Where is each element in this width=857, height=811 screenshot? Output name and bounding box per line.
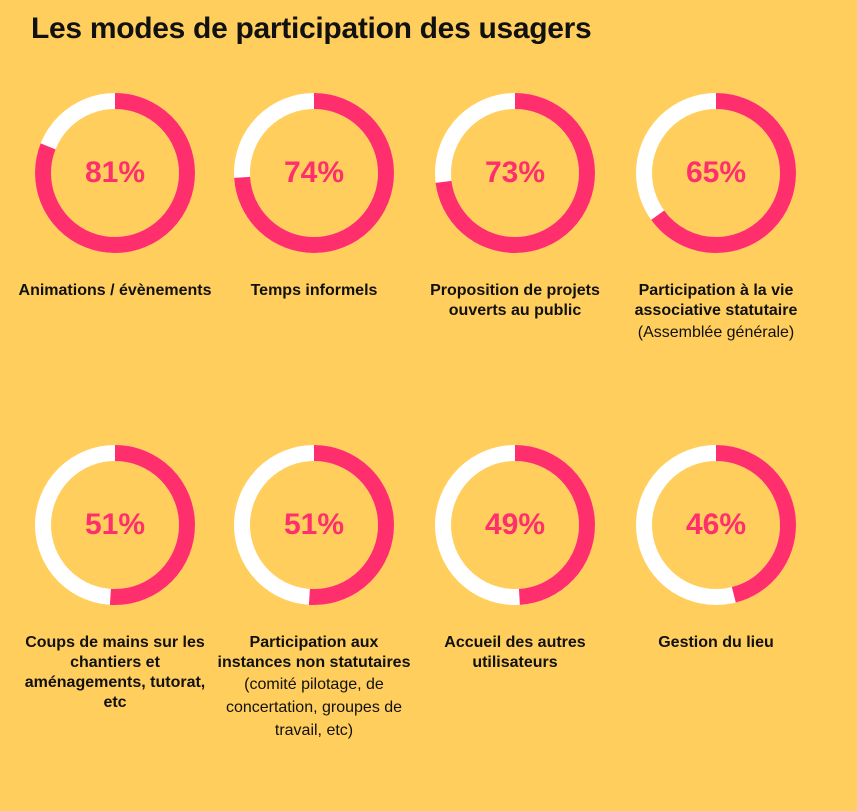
donut-chart: 49% (435, 445, 595, 605)
donut-caption-label: Animations / évènements (18, 282, 212, 299)
donut-percentage-label: 49% (485, 508, 545, 541)
donut-caption-note: (comité pilotage, de concertation, group… (225, 676, 403, 739)
donut-value-arc (234, 445, 394, 605)
donut-caption-note: (Assemblée générale) (637, 324, 795, 341)
donut-value-arc (435, 93, 595, 253)
donut-caption: Participation à la vie associative statu… (616, 281, 816, 344)
donut-caption: Temps informels (214, 281, 414, 301)
donut-caption-label: Participation à la vie associative statu… (634, 282, 798, 319)
donut-chart-item: 46% Gestion du lieu (616, 443, 816, 653)
donut-chart-item: 81% Animations / évènements (15, 91, 215, 301)
donut-chart: 73% (435, 93, 595, 253)
donut-value-arc (35, 93, 195, 253)
donut-caption-label: Gestion du lieu (658, 634, 774, 651)
donut-value-arc (636, 445, 796, 605)
donut-percentage-label: 73% (485, 156, 545, 189)
donut-value-arc (234, 93, 394, 253)
donut-caption-label: Proposition de projets ouverts au public (430, 282, 600, 319)
donut-caption: Gestion du lieu (616, 633, 816, 653)
donut-chart-item: 73% Proposition de projets ouverts au pub… (415, 91, 615, 321)
donut-chart: 46% (636, 445, 796, 605)
donut-chart: 81% (35, 93, 195, 253)
donut-caption: Animations / évènements (15, 281, 215, 301)
donut-chart: 65% (636, 93, 796, 253)
donut-caption-label: Coups de mains sur les chantiers et amén… (24, 634, 206, 711)
page-title: Les modes de participation des usagers (31, 12, 592, 45)
donut-chart: 51% (234, 445, 394, 605)
donut-caption: Accueil des autres utilisateurs (415, 633, 615, 673)
donut-percentage-label: 51% (85, 508, 145, 541)
donut-percentage-label: 74% (284, 156, 344, 189)
donut-chart-item: 49% Accueil des autres utilisateurs (415, 443, 615, 673)
donut-chart: 51% (35, 445, 195, 605)
donut-percentage-label: 65% (686, 156, 746, 189)
donut-percentage-label: 51% (284, 508, 344, 541)
donut-chart-item: 51% Coups de mains sur les chantiers et a… (15, 443, 215, 713)
donut-caption: Proposition de projets ouverts au public (415, 281, 615, 321)
donut-caption: Coups de mains sur les chantiers et amén… (15, 633, 215, 713)
donut-caption-label: Participation aux instances non statutai… (217, 634, 411, 671)
donut-caption: Participation aux instances non statutai… (214, 633, 414, 742)
donut-value-arc (636, 93, 796, 253)
donut-caption-label: Temps informels (250, 282, 378, 299)
donut-chart-item: 65% Participation à la vie associative st… (616, 91, 816, 344)
donut-value-arc (35, 445, 195, 605)
donut-chart-item: 51% Participation aux instances non statu… (214, 443, 414, 742)
donut-caption-label: Accueil des autres utilisateurs (444, 634, 586, 671)
donut-value-arc (435, 445, 595, 605)
donut-chart: 74% (234, 93, 394, 253)
donut-chart-item: 74% Temps informels (214, 91, 414, 301)
donut-percentage-label: 46% (686, 508, 746, 541)
donut-percentage-label: 81% (85, 156, 145, 189)
